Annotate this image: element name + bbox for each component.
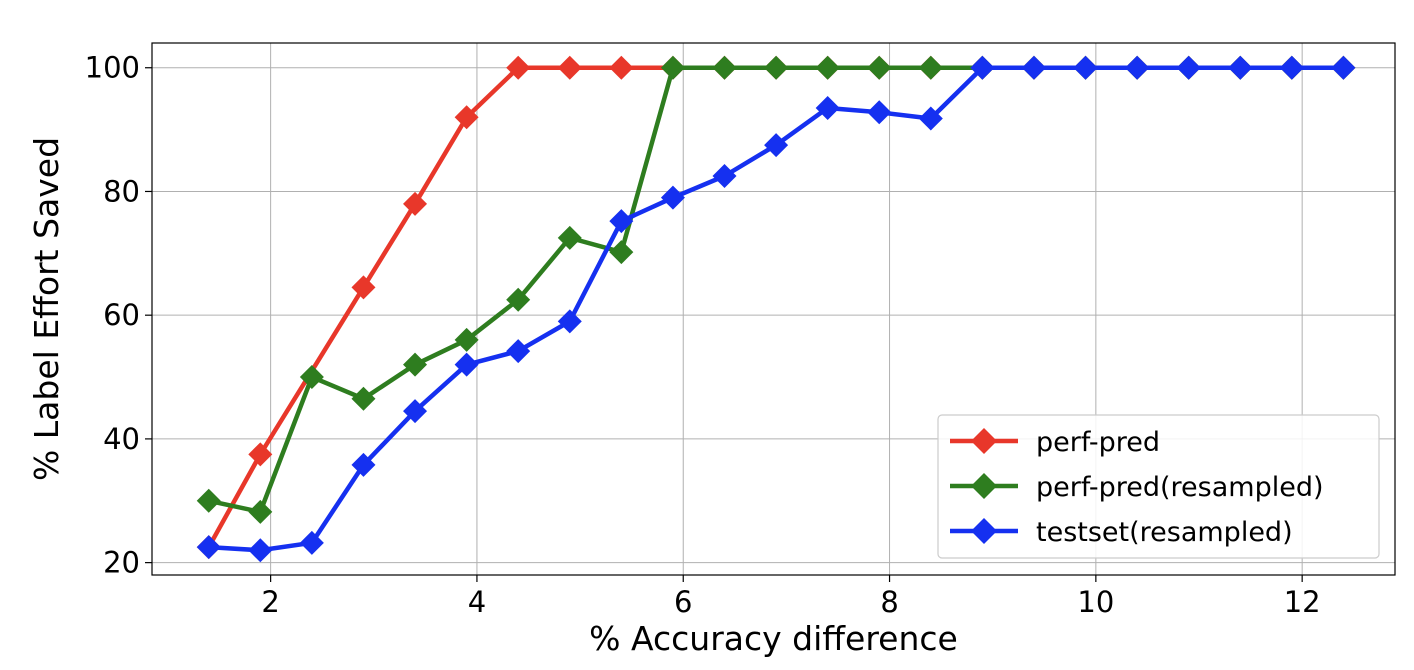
data-point [454,352,479,377]
x-tick-label: 12 [1284,585,1321,619]
data-point [196,488,221,513]
legend-label: perf-pred [1036,427,1160,458]
legend-entry: perf-pred [950,427,1160,458]
data-point [918,106,943,131]
data-point [403,352,428,377]
x-tick-label: 8 [880,585,898,619]
data-point [764,55,789,80]
x-tick-label: 4 [468,585,486,619]
data-point [970,55,995,80]
y-tick-label: 100 [85,51,140,85]
data-point [609,55,634,80]
series-testset(resampled) [196,55,1356,563]
data-point [351,386,376,411]
data-point [248,499,273,524]
data-point [299,530,324,555]
x-tick-label: 2 [261,585,279,619]
legend-marker [971,473,997,499]
data-point [1331,55,1356,80]
data-point [196,535,221,560]
legend-label: testset(resampled) [1036,517,1293,548]
data-point [454,327,479,352]
data-point [867,100,892,125]
data-point [918,55,943,80]
y-tick-label: 20 [103,546,140,580]
data-point [609,209,634,234]
data-point [660,55,685,80]
data-point [1125,55,1150,80]
x-tick-label: 10 [1077,585,1114,619]
x-tick-label: 6 [674,585,692,619]
data-point [557,55,582,80]
data-point [1228,55,1253,80]
data-point [1279,55,1304,80]
data-point [1021,55,1046,80]
data-point [609,240,634,265]
legend-entry: perf-pred(resampled) [950,472,1324,503]
y-tick-label: 40 [103,422,140,456]
x-axis-ticks: 2 4 6 8 10 12 [261,575,1321,619]
data-point [299,365,324,390]
y-axis-ticks: 20 40 60 80 100 [85,51,152,580]
grid [152,43,1395,575]
legend-marker [971,518,997,544]
data-point [557,309,582,334]
data-point [557,225,582,250]
legend-box [937,414,1380,559]
series-layer [196,55,1356,563]
data-point [454,105,479,130]
data-point [351,275,376,300]
data-point [248,442,273,467]
legend-marker [971,428,997,454]
data-point [764,133,789,158]
data-point [815,55,840,80]
data-point [1073,55,1098,80]
data-point [712,164,737,188]
data-point [506,287,531,312]
legend-label: perf-pred(resampled) [1036,472,1324,503]
data-point [712,55,737,80]
y-tick-label: 80 [103,174,140,208]
legend-entry: testset(resampled) [950,517,1293,548]
y-tick-label: 60 [103,298,140,332]
data-point [1176,55,1201,80]
data-point [506,55,531,80]
data-point [815,95,840,120]
data-point [506,339,531,364]
data-point [660,185,685,210]
y-axis-label: % Label Effort Saved [27,137,66,481]
legend: perf-pred perf-pred(resampled) testset(res… [937,414,1380,559]
data-point [403,399,428,424]
data-point [248,538,273,563]
data-point [351,452,376,477]
x-axis-label: % Accuracy difference [589,619,958,658]
data-point [867,55,892,80]
data-point [403,191,428,216]
plot-area-frame [151,42,1396,576]
